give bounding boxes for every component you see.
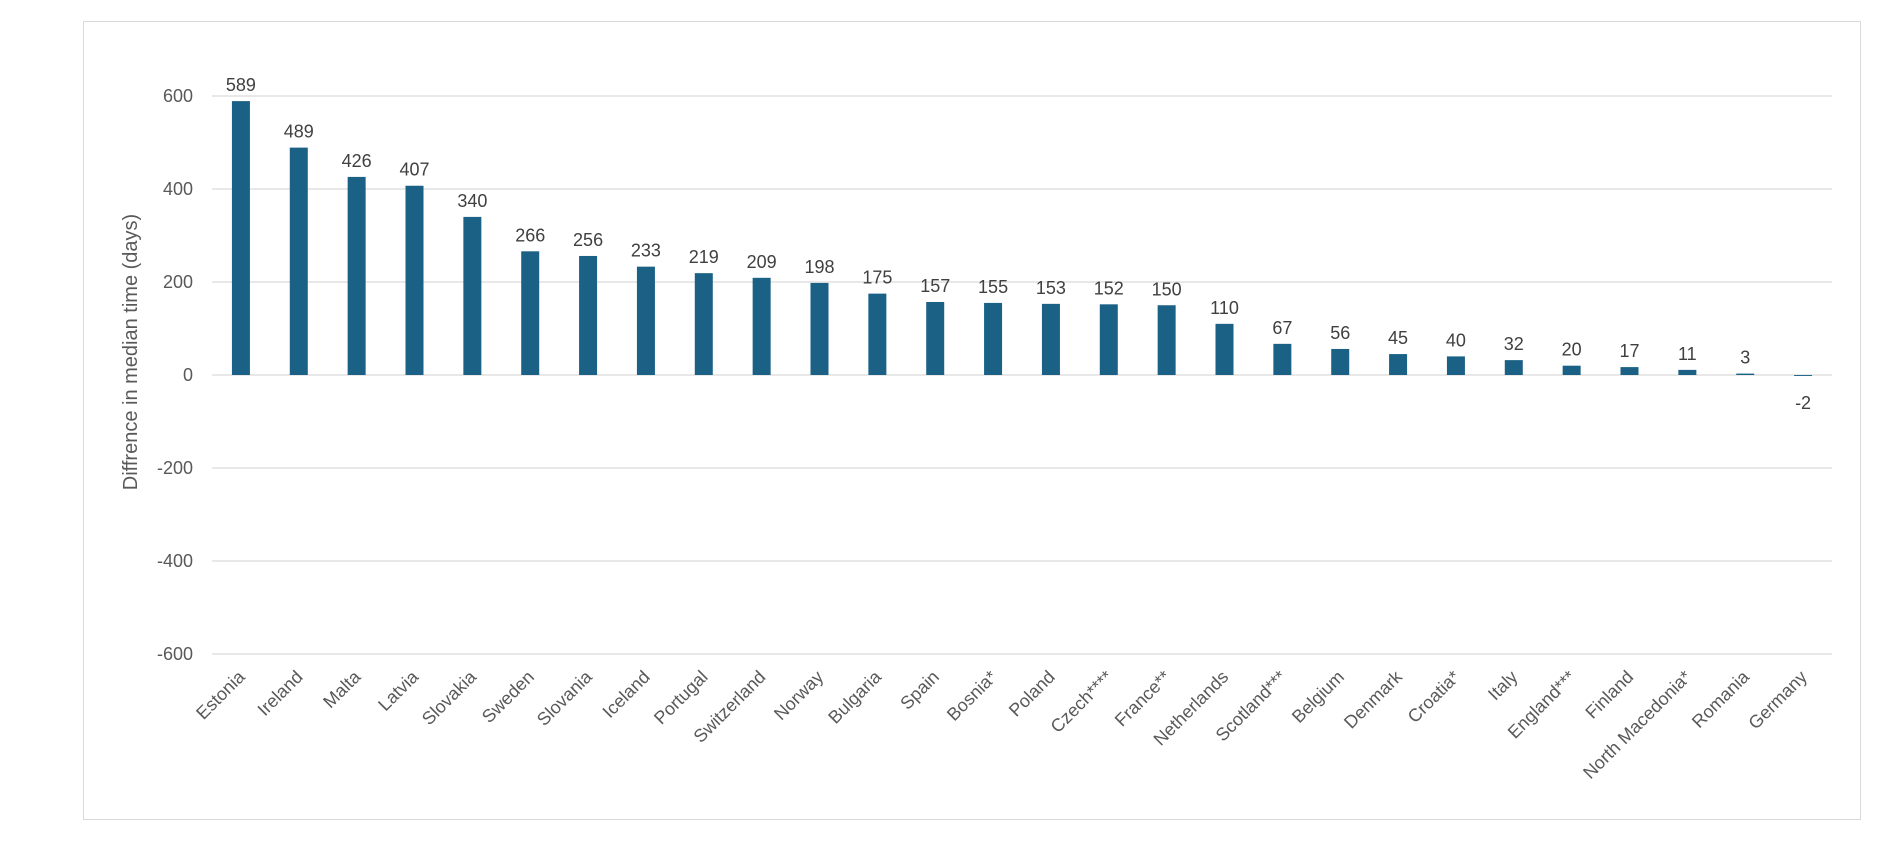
bar-spain: [926, 301, 945, 375]
data-label: 11: [1678, 344, 1697, 364]
bar-estonia: [231, 101, 250, 376]
y-tick-label: 600: [163, 86, 193, 106]
x-category-label: Slovania: [533, 666, 597, 730]
bar-slovania: [579, 255, 598, 375]
data-label: 40: [1446, 330, 1466, 350]
bar-north-macedonia: [1678, 369, 1697, 375]
bar-ireland: [289, 147, 308, 375]
data-label: 489: [284, 122, 314, 142]
x-category-label: Spain: [896, 667, 943, 714]
data-label: 407: [399, 160, 429, 180]
x-category-label: Italy: [1484, 667, 1521, 704]
bar-bulgaria: [868, 293, 887, 375]
x-category-label: Bulgaria: [824, 666, 886, 728]
data-label: 426: [342, 151, 372, 171]
bar-latvia: [405, 185, 424, 375]
data-label: 155: [978, 277, 1008, 297]
bar-switzerland: [752, 277, 771, 375]
y-axis-title: Diffrence in median time (days): [120, 214, 142, 490]
x-category-label: Sweden: [478, 667, 538, 727]
data-label: 219: [689, 247, 719, 267]
bar-sweden: [521, 251, 540, 375]
data-label: 17: [1619, 341, 1639, 361]
data-label: 153: [1036, 278, 1066, 298]
bar-bosnia: [984, 302, 1003, 375]
bar-croatia: [1446, 356, 1465, 375]
x-category-label: North Macedonia*: [1579, 667, 1695, 783]
bar-finland: [1620, 367, 1639, 375]
bar-france: [1157, 305, 1176, 375]
x-category-label: Iceland: [599, 667, 654, 722]
bar-denmark: [1389, 354, 1408, 375]
y-axis-tick-labels: 600 400 200 0 -200 -400 -600: [157, 86, 193, 664]
x-category-label: Estonia: [192, 666, 249, 723]
bar-belgium: [1331, 348, 1350, 375]
data-label: 67: [1272, 318, 1292, 338]
bar-scotland: [1273, 343, 1292, 375]
x-category-label: Czech****: [1047, 667, 1117, 737]
bar-romania: [1736, 373, 1755, 375]
x-category-label: Norway: [770, 667, 827, 724]
bar-slovakia: [463, 216, 482, 375]
x-category-label: Poland: [1005, 667, 1059, 721]
data-label: 152: [1094, 278, 1124, 298]
bars: [231, 101, 1813, 376]
x-category-label: Slovakia: [418, 666, 481, 729]
x-category-label: Romania: [1688, 666, 1754, 732]
gridlines: [212, 95, 1832, 655]
bar-norway: [810, 282, 829, 375]
data-label: 3: [1740, 348, 1750, 368]
data-label: 175: [862, 268, 892, 288]
data-label: 45: [1388, 328, 1408, 348]
chart-area: [83, 21, 1861, 820]
x-category-label: Denmark: [1340, 666, 1406, 732]
y-tick-label: 0: [183, 365, 193, 385]
bar-malta: [347, 176, 366, 375]
x-category-label: Belgium: [1288, 667, 1348, 727]
y-tick-label: -200: [157, 458, 193, 478]
bar-netherlands: [1215, 323, 1234, 375]
x-category-label: Finland: [1581, 667, 1637, 723]
x-axis-category-labels: Estonia Ireland Malta LatviaSlovakiaSwedenS…: [192, 666, 1811, 783]
x-category-label: Latvia: [374, 666, 423, 715]
data-label: 233: [631, 241, 661, 261]
bar-italy: [1504, 360, 1523, 375]
y-tick-label: -400: [157, 551, 193, 571]
x-category-label: Croatia*: [1404, 667, 1464, 727]
x-category-label: Bosnia*: [943, 667, 1001, 725]
data-label: 198: [804, 257, 834, 277]
y-tick-label: 400: [163, 179, 193, 199]
data-label: 32: [1504, 334, 1524, 354]
data-label: 209: [747, 252, 777, 272]
bar-germany: [1794, 375, 1813, 376]
data-label: 150: [1152, 279, 1182, 299]
bar-england: [1562, 365, 1581, 375]
data-label: 20: [1562, 340, 1582, 360]
y-tick-label: 200: [163, 272, 193, 292]
x-category-label: Germany: [1744, 667, 1810, 733]
data-label: -2: [1795, 393, 1811, 413]
data-label: 256: [573, 230, 603, 250]
data-label: 589: [226, 75, 256, 95]
bar-iceland: [636, 266, 655, 375]
x-category-label: Malta: [319, 666, 365, 712]
y-tick-label: -600: [157, 644, 193, 664]
data-label: 340: [457, 191, 487, 211]
bar-portugal: [694, 273, 713, 375]
data-label: 110: [1210, 298, 1239, 318]
data-label: 56: [1330, 323, 1350, 343]
data-label: 157: [920, 276, 950, 296]
bar-poland: [1041, 303, 1060, 375]
x-category-label: Ireland: [254, 667, 307, 720]
bar-czech: [1099, 304, 1118, 375]
data-label: 266: [515, 225, 545, 245]
